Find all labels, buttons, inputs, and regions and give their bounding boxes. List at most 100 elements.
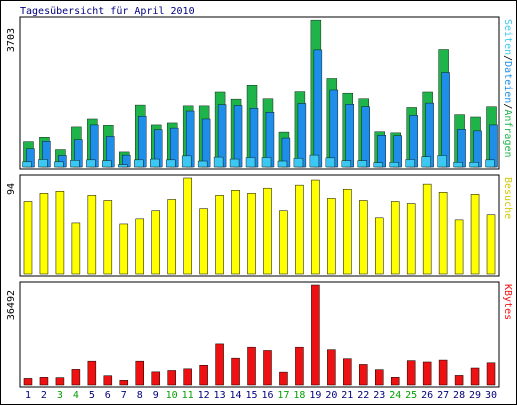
bar-besuche-10 [167, 199, 176, 275]
bar-besuche-12 [199, 208, 208, 275]
day-label-26: 26 [421, 390, 433, 401]
day-label-4: 4 [73, 390, 79, 401]
bar-seiten-26 [421, 156, 431, 168]
bar-seiten-12 [197, 160, 208, 168]
bar-besuche-24 [390, 201, 400, 275]
panel-top: 3703 Seiten/Dateien/Anfragen [6, 16, 513, 170]
day-label-11: 11 [182, 390, 194, 401]
bar-kbytes-15 [247, 346, 256, 386]
bar-kbytes-28 [454, 375, 464, 386]
bar-seiten-18 [293, 158, 304, 168]
day-label-21: 21 [341, 390, 353, 401]
bar-kbytes-7 [119, 380, 129, 386]
bar-kbytes-12 [199, 365, 208, 386]
legend-part-4: Anfragen [502, 109, 513, 157]
bar-seiten-27 [437, 155, 447, 168]
bar-besuche-11 [183, 177, 192, 275]
bar-kbytes-24 [390, 377, 400, 386]
bar-besuche-1 [23, 201, 33, 275]
bar-kbytes-1 [23, 378, 33, 386]
day-label-1: 1 [25, 390, 31, 401]
day-label-23: 23 [373, 390, 385, 401]
bar-kbytes-21 [343, 358, 352, 386]
bar-besuche-21 [343, 188, 352, 275]
bar-dateien-12 [201, 118, 211, 168]
bar-dateien-23 [377, 135, 386, 168]
bar-seiten-9 [150, 158, 160, 168]
legend-part-0: Besuche [502, 177, 513, 219]
bar-kbytes-17 [279, 371, 288, 386]
bar-kbytes-11 [183, 368, 192, 386]
bar-kbytes-26 [422, 361, 432, 386]
panel-frame [19, 281, 500, 388]
bar-besuche-2 [39, 193, 49, 275]
day-label-2: 2 [41, 390, 47, 401]
bar-besuche-17 [279, 210, 288, 275]
legend-label: Besuche [502, 177, 513, 219]
max-value-label: 94 [6, 183, 17, 195]
bar-seiten-16 [261, 157, 272, 168]
bar-seiten-19 [309, 154, 320, 168]
bar-kbytes-19 [311, 284, 320, 386]
bar-besuche-5 [87, 195, 97, 275]
bar-kbytes-5 [87, 360, 97, 386]
bar-dateien-29 [473, 130, 482, 168]
day-label-6: 6 [105, 390, 111, 401]
day-label-3: 3 [57, 390, 63, 401]
bar-kbytes-25 [406, 360, 416, 386]
day-label-22: 22 [357, 390, 369, 401]
bar-kbytes-27 [438, 359, 448, 386]
bar-seiten-7 [118, 164, 128, 168]
panel-mid: 94 Besuche [6, 174, 513, 277]
bar-besuche-28 [454, 219, 464, 275]
day-label-16: 16 [261, 390, 273, 401]
day-label-17: 17 [277, 390, 289, 401]
day-label-25: 25 [405, 390, 417, 401]
bar-kbytes-20 [327, 349, 336, 386]
bar-besuche-23 [375, 217, 384, 275]
bar-seiten-3 [54, 161, 64, 168]
day-label-10: 10 [166, 390, 178, 401]
bar-dateien-18 [297, 103, 307, 168]
bar-seiten-25 [405, 159, 415, 168]
chart-title: Tagesübersicht für April 2010 [20, 6, 195, 17]
legend-part-1: / [502, 55, 513, 61]
legend-label: Seiten/Dateien/Anfragen [502, 19, 513, 158]
bar-seiten-10 [165, 159, 176, 168]
legend-part-2: Dateien [502, 61, 513, 103]
bar-seiten-24 [389, 162, 399, 168]
bar-dateien-27 [441, 72, 450, 168]
bar-kbytes-9 [151, 371, 160, 386]
bar-dateien-8 [138, 115, 147, 168]
max-value-label: 3703 [6, 28, 17, 52]
bar-seiten-6 [102, 160, 112, 168]
bar-kbytes-3 [55, 377, 65, 386]
bar-kbytes-18 [295, 346, 304, 386]
bar-besuche-9 [151, 210, 160, 275]
bar-besuche-16 [263, 187, 272, 275]
bar-seiten-30 [485, 159, 495, 168]
bar-besuche-4 [71, 222, 81, 275]
bar-dateien-20 [329, 89, 339, 168]
day-label-14: 14 [230, 390, 242, 401]
bar-kbytes-13 [215, 343, 224, 386]
bar-kbytes-23 [375, 369, 384, 386]
bar-seiten-4 [70, 160, 80, 168]
bar-besuche-13 [215, 195, 224, 275]
bar-seiten-15 [245, 157, 256, 168]
bar-kbytes-22 [359, 364, 368, 386]
bar-seiten-8 [134, 159, 144, 168]
panel-frame [19, 16, 500, 170]
bar-seiten-17 [277, 160, 288, 168]
day-label-9: 9 [153, 390, 159, 401]
day-label-5: 5 [89, 390, 95, 401]
bar-seiten-1 [22, 161, 32, 168]
bar-kbytes-16 [263, 350, 272, 386]
max-value-label: 36492 [6, 290, 17, 320]
bar-besuche-6 [103, 200, 113, 275]
bar-kbytes-2 [39, 377, 49, 386]
day-label-12: 12 [198, 390, 210, 401]
legend-part-3: / [502, 103, 513, 109]
bar-seiten-21 [341, 160, 352, 168]
